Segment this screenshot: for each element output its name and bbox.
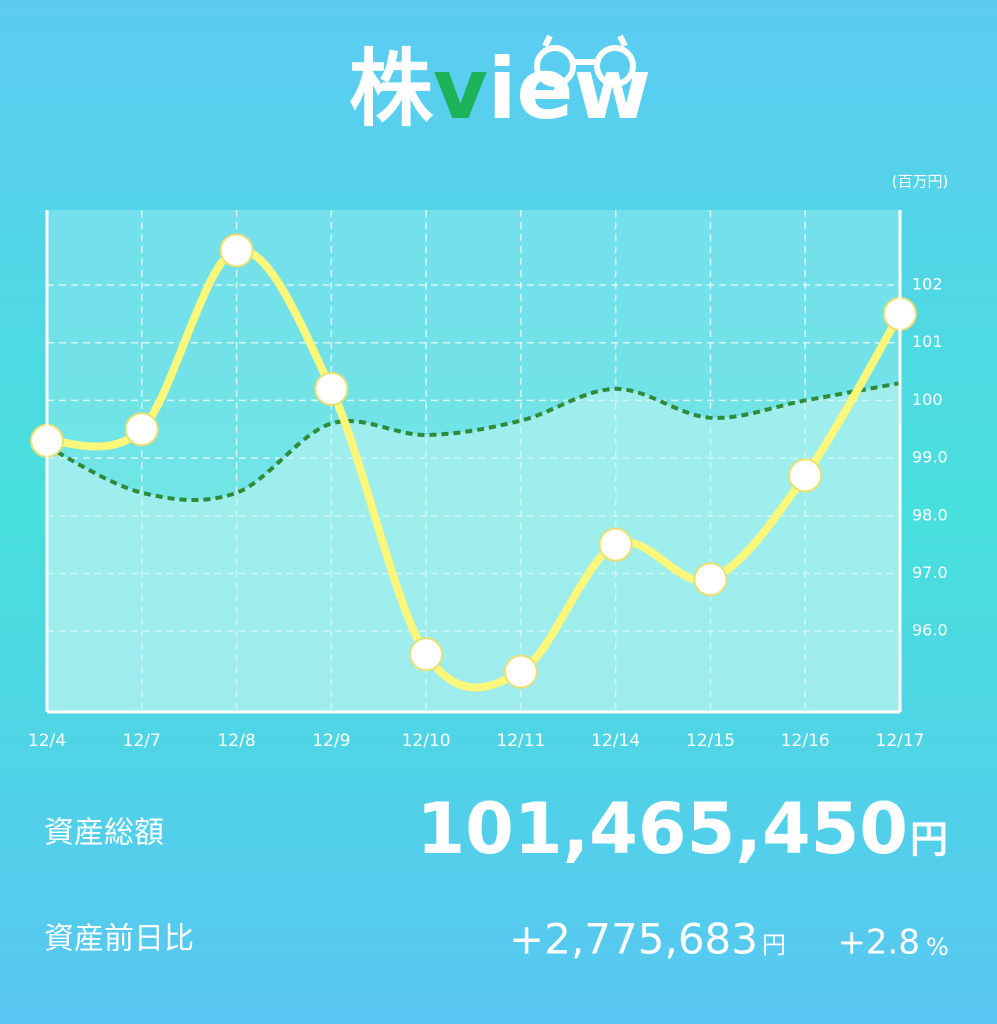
asset-point <box>503 654 538 689</box>
logo-kanji: 株 <box>349 40 434 138</box>
benchmark-area <box>47 383 900 712</box>
y-tick-label: 100 <box>912 390 943 409</box>
change-unit: 円 <box>762 931 786 959</box>
x-tick-label: 12/11 <box>496 731 545 751</box>
total-label: 資産総額 <box>44 816 164 851</box>
x-tick-label: 12/16 <box>781 731 830 751</box>
chart: 96.0 97.0 98.0 99.0 100 101 102 12/4 12/7 12/8 12/… <box>28 210 948 751</box>
asset-point <box>598 527 633 562</box>
x-tick-label: 12/10 <box>402 731 451 751</box>
asset-point <box>219 233 254 268</box>
change-pct-unit: % <box>926 933 949 961</box>
binocular-icon <box>534 34 636 87</box>
asset-point <box>124 412 159 447</box>
change-pct: +2.8 <box>837 923 920 963</box>
x-tick-label: 12/4 <box>28 731 66 751</box>
total-unit: 円 <box>910 818 948 862</box>
asset-point <box>693 562 728 597</box>
y-tick-label: 97.0 <box>912 563 948 582</box>
x-tick-label: 12/7 <box>123 731 161 751</box>
x-tick-label: 12/14 <box>591 731 640 751</box>
unit-label: (百万円) <box>892 173 949 191</box>
logo-v: v <box>433 40 488 138</box>
y-tick-label: 96.0 <box>912 621 948 640</box>
total-value: 101,465,450 <box>416 788 908 870</box>
y-tick-label: 98.0 <box>912 505 948 524</box>
x-tick-label: 12/15 <box>686 731 735 751</box>
x-tick-label: 12/8 <box>217 731 255 751</box>
y-tick-label: 101 <box>912 332 943 351</box>
asset-line <box>43 246 904 692</box>
asset-point <box>409 637 444 672</box>
y-tick-label: 102 <box>912 275 943 294</box>
y-tick-label: 99.0 <box>912 448 948 467</box>
asset-point <box>314 371 349 406</box>
x-tick-label: 12/17 <box>876 731 925 751</box>
app-logo: 株view <box>349 40 651 138</box>
change-value: +2,775,683 <box>509 915 758 964</box>
asset-point <box>788 458 823 493</box>
x-tick-label: 12/9 <box>312 731 350 751</box>
change-label: 資産前日比 <box>44 922 194 957</box>
